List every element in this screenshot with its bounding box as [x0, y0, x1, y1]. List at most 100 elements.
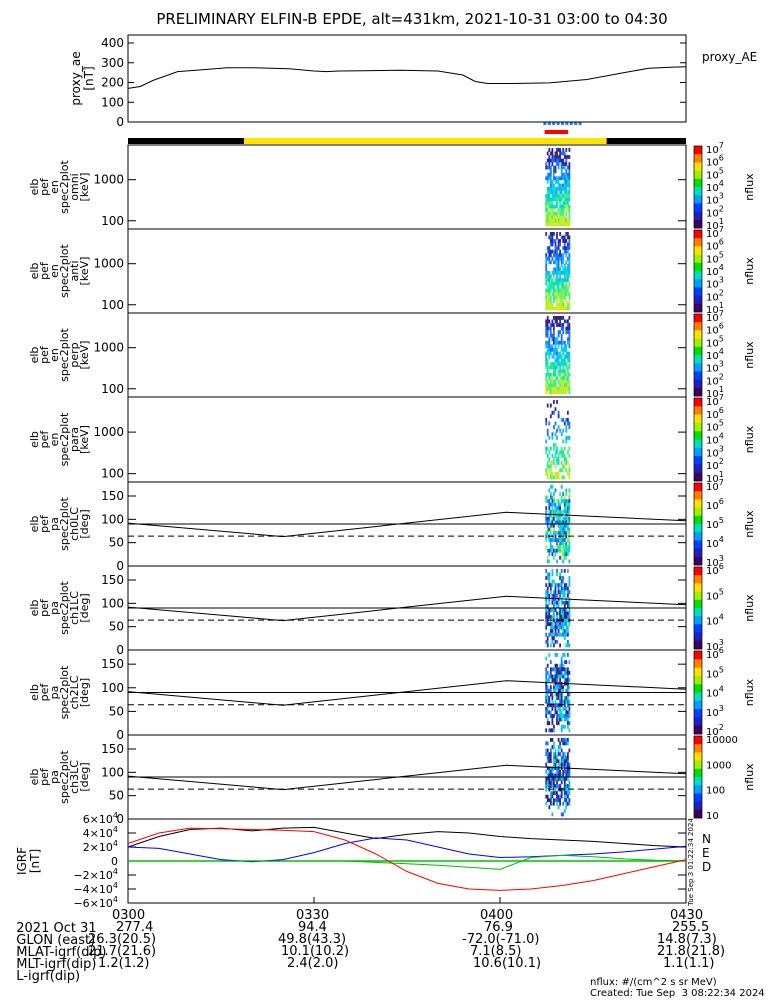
y-axis-label-line: elb: [28, 684, 41, 701]
spectrogram-cell: [568, 271, 571, 275]
spectrogram-cell: [565, 492, 568, 496]
colorbar-tick-mantissa: 10: [706, 242, 719, 253]
spectrogram-cell: [557, 453, 560, 458]
spectrogram-cell: [551, 155, 554, 159]
spectrogram-cell: [553, 183, 555, 188]
spectrogram-cell: [545, 281, 548, 286]
spectrogram-cell: [560, 187, 563, 191]
spectrogram-cell: [553, 728, 555, 733]
units-note: nflux: #/(cm^2 s sr MeV): [590, 977, 717, 988]
spectrogram-cell: [549, 728, 552, 733]
spectrogram-cell: [546, 306, 549, 311]
spectrogram-cell: [565, 428, 568, 433]
spectrogram-cell: [563, 509, 566, 514]
spectrogram-cell: [568, 148, 571, 152]
spectrogram-cell: [557, 208, 560, 213]
spectrogram-cell: [568, 299, 571, 304]
spectrogram-cell: [560, 176, 563, 181]
spectrogram-cell: [560, 660, 563, 665]
spectrogram-cell: [549, 365, 552, 370]
spectrogram-cell: [548, 386, 551, 391]
spectrogram-cell: [549, 183, 552, 188]
spectrogram-cell: [551, 271, 554, 275]
colorbar-tick-exponent: 6: [719, 562, 724, 571]
spectrogram-cell: [554, 762, 557, 767]
spectrogram-cell: [557, 509, 560, 514]
spectrogram-cell: [549, 759, 552, 764]
spectrogram-cell: [568, 253, 571, 258]
spectrogram-cell: [557, 545, 560, 550]
spectrogram-cell: [553, 667, 555, 672]
spectrogram-cell: [546, 403, 549, 408]
spectrogram-cell: [553, 784, 555, 788]
spectrogram-cell: [545, 696, 548, 700]
spectrogram-cell: [560, 685, 563, 690]
spectrogram-cell: [568, 435, 571, 440]
spectrogram-cell: [548, 509, 551, 514]
colorbar-frame: [693, 229, 703, 313]
spectrogram-cell: [560, 379, 563, 384]
spectrogram-cell: [553, 288, 555, 293]
spectrogram-cell: [562, 187, 565, 191]
spectrogram-cell: [560, 347, 563, 352]
spectrogram-cell: [560, 509, 563, 514]
spectrogram-cell: [560, 791, 563, 795]
spectrogram-cell: [556, 604, 558, 609]
spectrogram-cell: [559, 555, 561, 560]
spectrogram-cell: [562, 369, 565, 373]
spectrogram-cell: [545, 218, 548, 223]
footer-val: 14.8(7.3): [657, 932, 717, 947]
spectrogram-cell: [568, 678, 571, 682]
spectrogram-cell: [567, 323, 569, 327]
spectrogram-cell: [556, 319, 558, 324]
spectrogram-cell: [549, 688, 552, 693]
spectrogram-cell: [545, 777, 548, 781]
spectrogram-cell: [562, 509, 565, 514]
spectrogram-cell: [559, 674, 561, 679]
spectrogram-cell: [557, 302, 560, 307]
spectrogram-cell: [559, 351, 561, 356]
spectrogram-cell: [554, 520, 557, 525]
spectrogram-cell: [565, 755, 568, 760]
spectrogram-cell: [562, 222, 565, 227]
spectrogram-cell: [549, 383, 552, 388]
spectrogram-cell: [563, 545, 566, 550]
science-dash-blue: [561, 122, 564, 125]
spectrogram-cell: [556, 717, 558, 722]
spectrogram-cell: [546, 527, 549, 532]
spectrogram-cell: [565, 706, 568, 711]
spectrogram-cell: [549, 281, 552, 286]
spectrogram-cell: [546, 187, 549, 191]
spectrogram-cell: [556, 798, 558, 803]
spectrogram-cell: [568, 748, 571, 753]
spectrogram-cell: [567, 263, 569, 268]
spectrogram-cell: [548, 260, 551, 265]
y-axis-label: elbpefenspec2plotperp[keV]: [28, 328, 91, 382]
spectrogram-cell: [562, 667, 565, 672]
spectrogram-cell: [556, 773, 558, 778]
spectrogram-cell: [548, 295, 551, 300]
spectrogram-cell: [549, 520, 552, 525]
spectrogram-cell: [545, 688, 548, 693]
spectrogram-cell: [556, 593, 558, 598]
colorbar-segment: [694, 709, 702, 718]
spectrogram-cell: [562, 685, 565, 690]
spectrogram-cell: [551, 372, 554, 377]
spectrogram-cell: [563, 344, 566, 349]
spectrogram-cell: [567, 246, 569, 250]
spectrogram-cell: [546, 576, 549, 580]
spectrogram-cell: [565, 271, 568, 275]
spectrogram-cell: [563, 548, 566, 553]
spectrogram-cell: [557, 471, 560, 476]
spectrogram-cell: [567, 435, 569, 440]
spectrogram-cell: [568, 538, 571, 542]
science-dash-blue: [543, 122, 547, 125]
spectrogram-cell: [557, 604, 560, 609]
spectrogram-cell: [557, 358, 560, 363]
spectrogram-cell: [556, 151, 558, 156]
spectrogram-cell: [553, 524, 555, 528]
spectrogram-cell: [548, 579, 551, 584]
colorbar-tick-exponent: 3: [719, 276, 724, 285]
spectrogram-cell: [553, 495, 555, 500]
spectrogram-cell: [549, 527, 552, 532]
